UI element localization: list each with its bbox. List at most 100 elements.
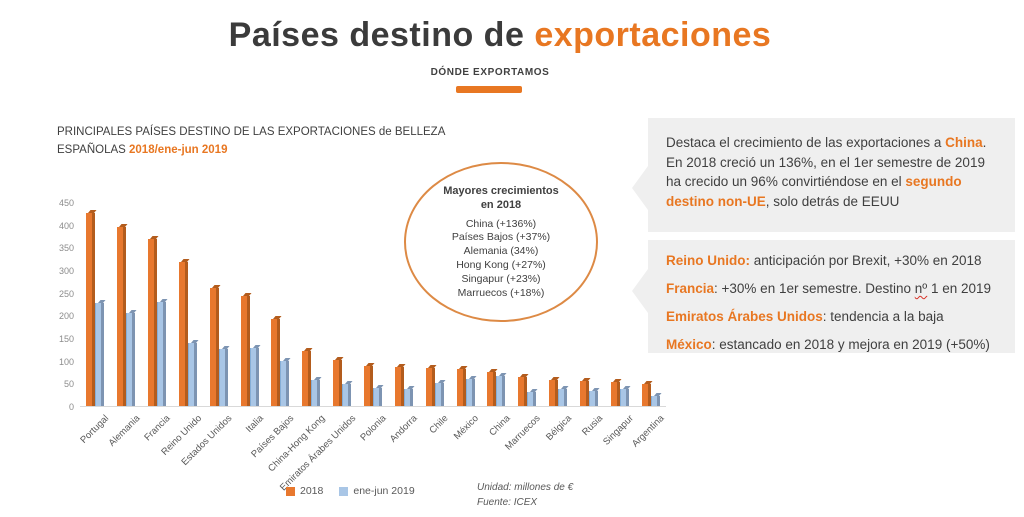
text-segment: . En 2018 creció un 136%, en el 1er seme… xyxy=(666,135,987,190)
legend-label: 2018 xyxy=(300,485,324,497)
highlighted-text: China xyxy=(945,135,983,150)
bar-group xyxy=(604,382,635,406)
insight-box-china: Destaca el crecimiento de las exportacio… xyxy=(632,118,1015,232)
bar-ene-jun-2019-Bélgica xyxy=(558,389,568,406)
y-tick-label: 150 xyxy=(58,334,74,344)
bar-2018-Argentina xyxy=(641,384,651,406)
y-tick-label: 200 xyxy=(58,311,74,322)
bar-group xyxy=(111,227,142,406)
bar-ene-jun-2019-Reino-Unido xyxy=(187,343,197,406)
text-segment: : estancado en 2018 y mejora en 2019 (+5… xyxy=(711,336,990,352)
insight-box-pointer xyxy=(632,166,648,210)
y-tick-label: 0 xyxy=(68,402,74,412)
y-tick-label: 100 xyxy=(58,356,74,367)
callout-title-line2: en 2018 xyxy=(480,199,522,212)
bar-group xyxy=(635,384,666,406)
insight-line: Emiratos Árabes Unidos: tendencia a la b… xyxy=(666,308,997,327)
x-axis-label: Argentina xyxy=(629,413,667,450)
y-tick-label: 300 xyxy=(58,266,74,276)
bar-ene-jun-2019-Marruecos xyxy=(527,392,537,406)
x-axis-label: Polonia xyxy=(358,413,389,444)
x-axis-label: México xyxy=(452,413,482,443)
bar-group xyxy=(327,360,358,406)
bar-ene-jun-2019-Argentina xyxy=(650,396,660,406)
bar-ene-jun-2019-China-Hong-Kong xyxy=(311,380,321,406)
bar-ene-jun-2019-Emiratos-Árabes-Unidos xyxy=(342,384,352,406)
text-segment: anticipación por Brexit, +30% en 2018 xyxy=(750,253,982,268)
chart-heading-line2: ESPAÑOLAS xyxy=(57,143,130,156)
x-axis-label: Andorra xyxy=(387,413,420,445)
plot-area xyxy=(80,203,666,407)
highlighted-text: México xyxy=(666,336,712,352)
text-segment: : +30% en 1er semestre. Destino xyxy=(714,280,915,296)
bar-2018-China xyxy=(487,372,497,406)
insight-line: México: estancado en 2018 y mejora en 20… xyxy=(666,336,997,355)
x-axis-label: Francia xyxy=(142,413,173,444)
bar-group xyxy=(450,369,481,406)
bar-group xyxy=(543,380,574,406)
bar-2018-México xyxy=(456,369,466,406)
bar-2018-Portugal xyxy=(86,213,96,406)
chart-legend: 2018 ene-jun 2019 xyxy=(286,485,415,497)
x-axis-label: Alemania xyxy=(106,413,143,449)
legend-item: 2018 xyxy=(286,485,323,497)
bar-ene-jun-2019-China xyxy=(496,376,506,406)
bar-2018-Bélgica xyxy=(549,380,559,406)
bar-group xyxy=(296,351,327,406)
y-tick-label: 250 xyxy=(58,288,74,299)
y-tick-label: 50 xyxy=(63,379,74,390)
callout-item: Países Bajos (+37%) xyxy=(451,231,551,244)
bar-ene-jun-2019-Estados-Unidos xyxy=(218,349,228,406)
callout-bubble: Mayores crecimientos en 2018 China (+136%… xyxy=(404,162,598,322)
chart-heading-period: 2018/ene-jun 2019 xyxy=(129,143,228,156)
bar-2018-Alemania xyxy=(117,227,127,406)
chart-heading: PRINCIPALES PAÍSES DESTINO DE LAS EXPORT… xyxy=(57,124,517,160)
bar-2018-Singapur xyxy=(610,382,620,406)
y-tick-label: 450 xyxy=(58,198,74,208)
bar-group xyxy=(388,367,419,406)
legend-swatch-icon xyxy=(286,486,295,496)
insight-box-china-text: Destaca el crecimiento de las exportacio… xyxy=(666,135,986,209)
callout-title-line1: Mayores crecimientos xyxy=(443,185,559,197)
insight-box-countries: Reino Unido: anticipación por Brexit, +3… xyxy=(632,240,1015,355)
page-subtitle: DÓNDE EXPORTAMOS xyxy=(430,67,550,78)
bar-ene-jun-2019-Andorra xyxy=(403,389,413,406)
legend-label: ene-jun 2019 xyxy=(353,485,415,497)
bar-ene-jun-2019-Italia xyxy=(249,348,259,406)
bar-chart: 0 50 100 150 200 250 300 350 400 450 Portugal Alem… xyxy=(54,198,667,493)
highlighted-text: Francia xyxy=(666,280,715,296)
callout-item: Alemania (34%) xyxy=(463,245,539,258)
insight-line: Reino Unido: anticipación por Brexit, +3… xyxy=(666,252,997,271)
highlighted-text: Reino Unido: xyxy=(666,253,750,268)
chart-heading-line1: PRINCIPALES PAÍSES DESTINO DE LAS EXPORT… xyxy=(57,126,446,138)
text-segment: 1 en 2019 xyxy=(927,280,992,296)
bar-groups xyxy=(80,203,666,406)
bar-ene-jun-2019-Francia xyxy=(157,302,167,406)
text-segment: , solo detrás de EEUU xyxy=(765,193,900,209)
bar-ene-jun-2019-Alemania xyxy=(126,313,136,406)
bar-group xyxy=(481,372,512,406)
callout-item: China (+136%) xyxy=(465,217,537,230)
bar-group xyxy=(80,213,111,406)
x-axis-label: Rusia xyxy=(579,413,605,438)
insight-box-countries-lines: Reino Unido: anticipación por Brexit, +3… xyxy=(666,252,997,355)
text-segment: Destaca el crecimiento de las exportacio… xyxy=(666,135,946,150)
y-tick-label: 350 xyxy=(58,243,74,254)
page-title-main: Países destino de xyxy=(228,16,535,54)
bar-2018-Emiratos-Árabes-Unidos xyxy=(333,360,343,406)
bar-2018-Estados-Unidos xyxy=(209,288,219,406)
bar-ene-jun-2019-Países-Bajos xyxy=(280,361,290,406)
legend-swatch-icon xyxy=(339,486,349,496)
subtitle-underline xyxy=(456,86,522,93)
bar-group xyxy=(358,366,389,406)
x-axis-labels: Portugal Alemania Francia Reino Unido Estado… xyxy=(78,407,667,493)
source-note: Fuente: ICEX xyxy=(477,496,538,508)
chart-notes: Unidad: millones de € Fuente: ICEX xyxy=(477,481,573,510)
callout-item: Hong Kong (+27%) xyxy=(456,259,546,272)
x-axis-label: Italia xyxy=(243,413,266,435)
text-segment: : tendencia a la baja xyxy=(822,308,944,324)
bar-2018-Francia xyxy=(148,239,158,406)
bar-ene-jun-2019-México xyxy=(465,379,475,406)
legend-item: ene-jun 2019 xyxy=(339,485,415,497)
bar-2018-Andorra xyxy=(394,367,404,406)
